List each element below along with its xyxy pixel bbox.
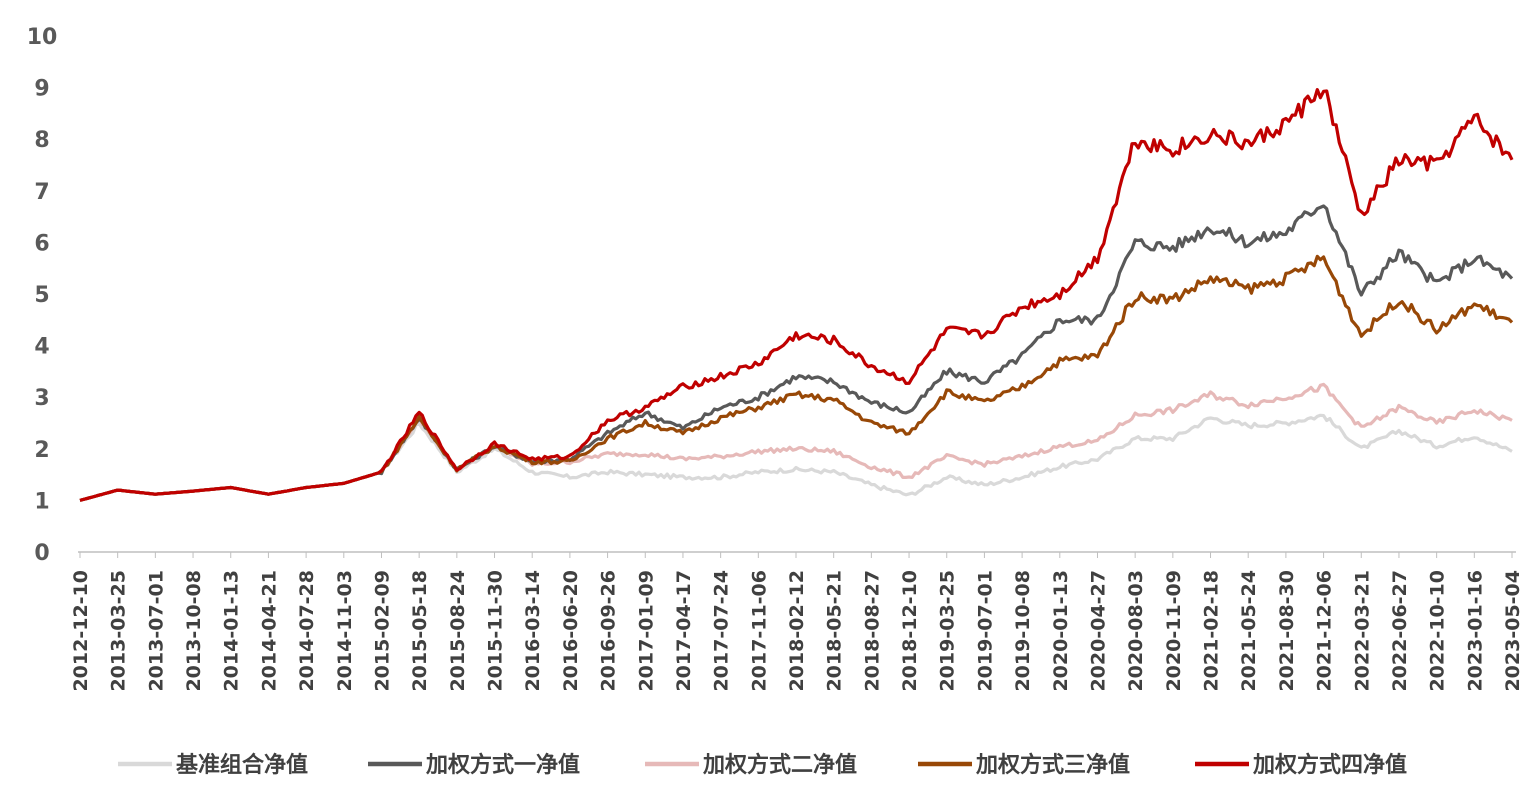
- legend-label: 加权方式三净值: [975, 752, 1130, 778]
- y-tick-label: 4: [34, 335, 49, 360]
- x-tick-label: 2020-01-13: [1050, 570, 1072, 692]
- x-tick-label: 2018-05-21: [824, 570, 846, 692]
- series-line-1: [79, 413, 1513, 502]
- y-tick-label: 8: [34, 128, 49, 153]
- x-tick-label: 2017-01-09: [635, 570, 657, 692]
- x-tick-label: 2016-03-14: [522, 570, 544, 692]
- x-tick-label: 2015-05-18: [409, 570, 431, 692]
- x-tick-label: 2016-06-20: [560, 570, 582, 692]
- x-axis: 2012-12-10 2013-03-25 2013-07-01 2013-10-08…: [70, 551, 1524, 692]
- y-tick-label: 5: [34, 283, 49, 308]
- x-tick-label: 2014-11-03: [334, 570, 356, 692]
- x-tick-label: 2018-02-12: [786, 570, 808, 692]
- x-tick-label: 2022-06-27: [1389, 570, 1411, 692]
- x-tick-label: 2014-04-21: [258, 570, 280, 692]
- legend-label: 加权方式一净值: [425, 752, 580, 778]
- legend-label: 基准组合净值: [176, 752, 308, 778]
- legend-label: 加权方式四净值: [1252, 752, 1407, 778]
- x-tick-label: 2019-07-01: [974, 570, 996, 692]
- series-line-3: [79, 382, 1513, 502]
- x-tick-label: 2022-03-21: [1351, 570, 1373, 692]
- x-tick-label: 2017-11-06: [748, 570, 770, 692]
- x-tick-label: 2021-05-24: [1238, 570, 1260, 692]
- x-tick-label: 2020-08-03: [1125, 570, 1147, 692]
- x-tick-label: 2012-12-10: [70, 570, 92, 692]
- y-tick-label: 1: [34, 489, 49, 514]
- y-tick-label: 6: [34, 231, 49, 256]
- legend: 基准组合净值 加权方式一净值 加权方式二净值 加权方式三净值 加权方式四净值: [118, 752, 1407, 778]
- x-tick-label: 2021-08-30: [1276, 570, 1298, 692]
- x-tick-label: 2015-08-24: [447, 570, 469, 692]
- x-tick-label: 2018-12-10: [899, 570, 921, 692]
- y-tick-label: 10: [27, 25, 58, 50]
- y-tick-label: 9: [34, 77, 49, 102]
- x-tick-label: 2023-05-04: [1502, 570, 1524, 692]
- x-tick-label: 2014-07-28: [296, 570, 318, 692]
- series-line-2: [79, 204, 1514, 502]
- x-tick-label: 2021-02-18: [1201, 570, 1223, 692]
- y-axis: 0 1 2 3 4 5 6 7 8 9 10: [27, 25, 58, 566]
- x-tick-label: 2013-10-08: [183, 570, 205, 692]
- y-tick-label: 0: [34, 541, 49, 566]
- x-tick-label: 2020-11-09: [1163, 570, 1185, 692]
- legend-label: 加权方式二净值: [702, 752, 857, 778]
- y-tick-label: 2: [34, 438, 49, 463]
- x-tick-label: 2022-10-10: [1427, 570, 1449, 692]
- x-tick-label: 2017-07-24: [711, 570, 733, 692]
- x-tick-label: 2015-02-09: [371, 570, 393, 692]
- x-tick-label: 2019-10-08: [1012, 570, 1034, 692]
- y-tick-label: 7: [34, 180, 49, 205]
- x-tick-label: 2013-07-01: [145, 570, 167, 692]
- series-line-5: [79, 88, 1514, 502]
- y-tick-label: 3: [34, 386, 49, 411]
- series-group: [79, 88, 1514, 502]
- x-tick-label: 2023-01-16: [1464, 570, 1486, 692]
- x-tick-label: 2014-01-13: [221, 570, 243, 692]
- x-tick-label: 2021-12-06: [1314, 570, 1336, 692]
- x-tick-label: 2020-04-27: [1087, 570, 1109, 692]
- x-tick-label: 2019-03-25: [937, 570, 959, 692]
- x-tick-label: 2015-11-30: [485, 570, 507, 692]
- x-tick-label: 2018-08-27: [861, 570, 883, 692]
- x-tick-label: 2013-03-25: [108, 570, 130, 692]
- x-tick-label: 2017-04-17: [673, 570, 695, 692]
- x-tick-label: 2016-09-26: [598, 570, 620, 692]
